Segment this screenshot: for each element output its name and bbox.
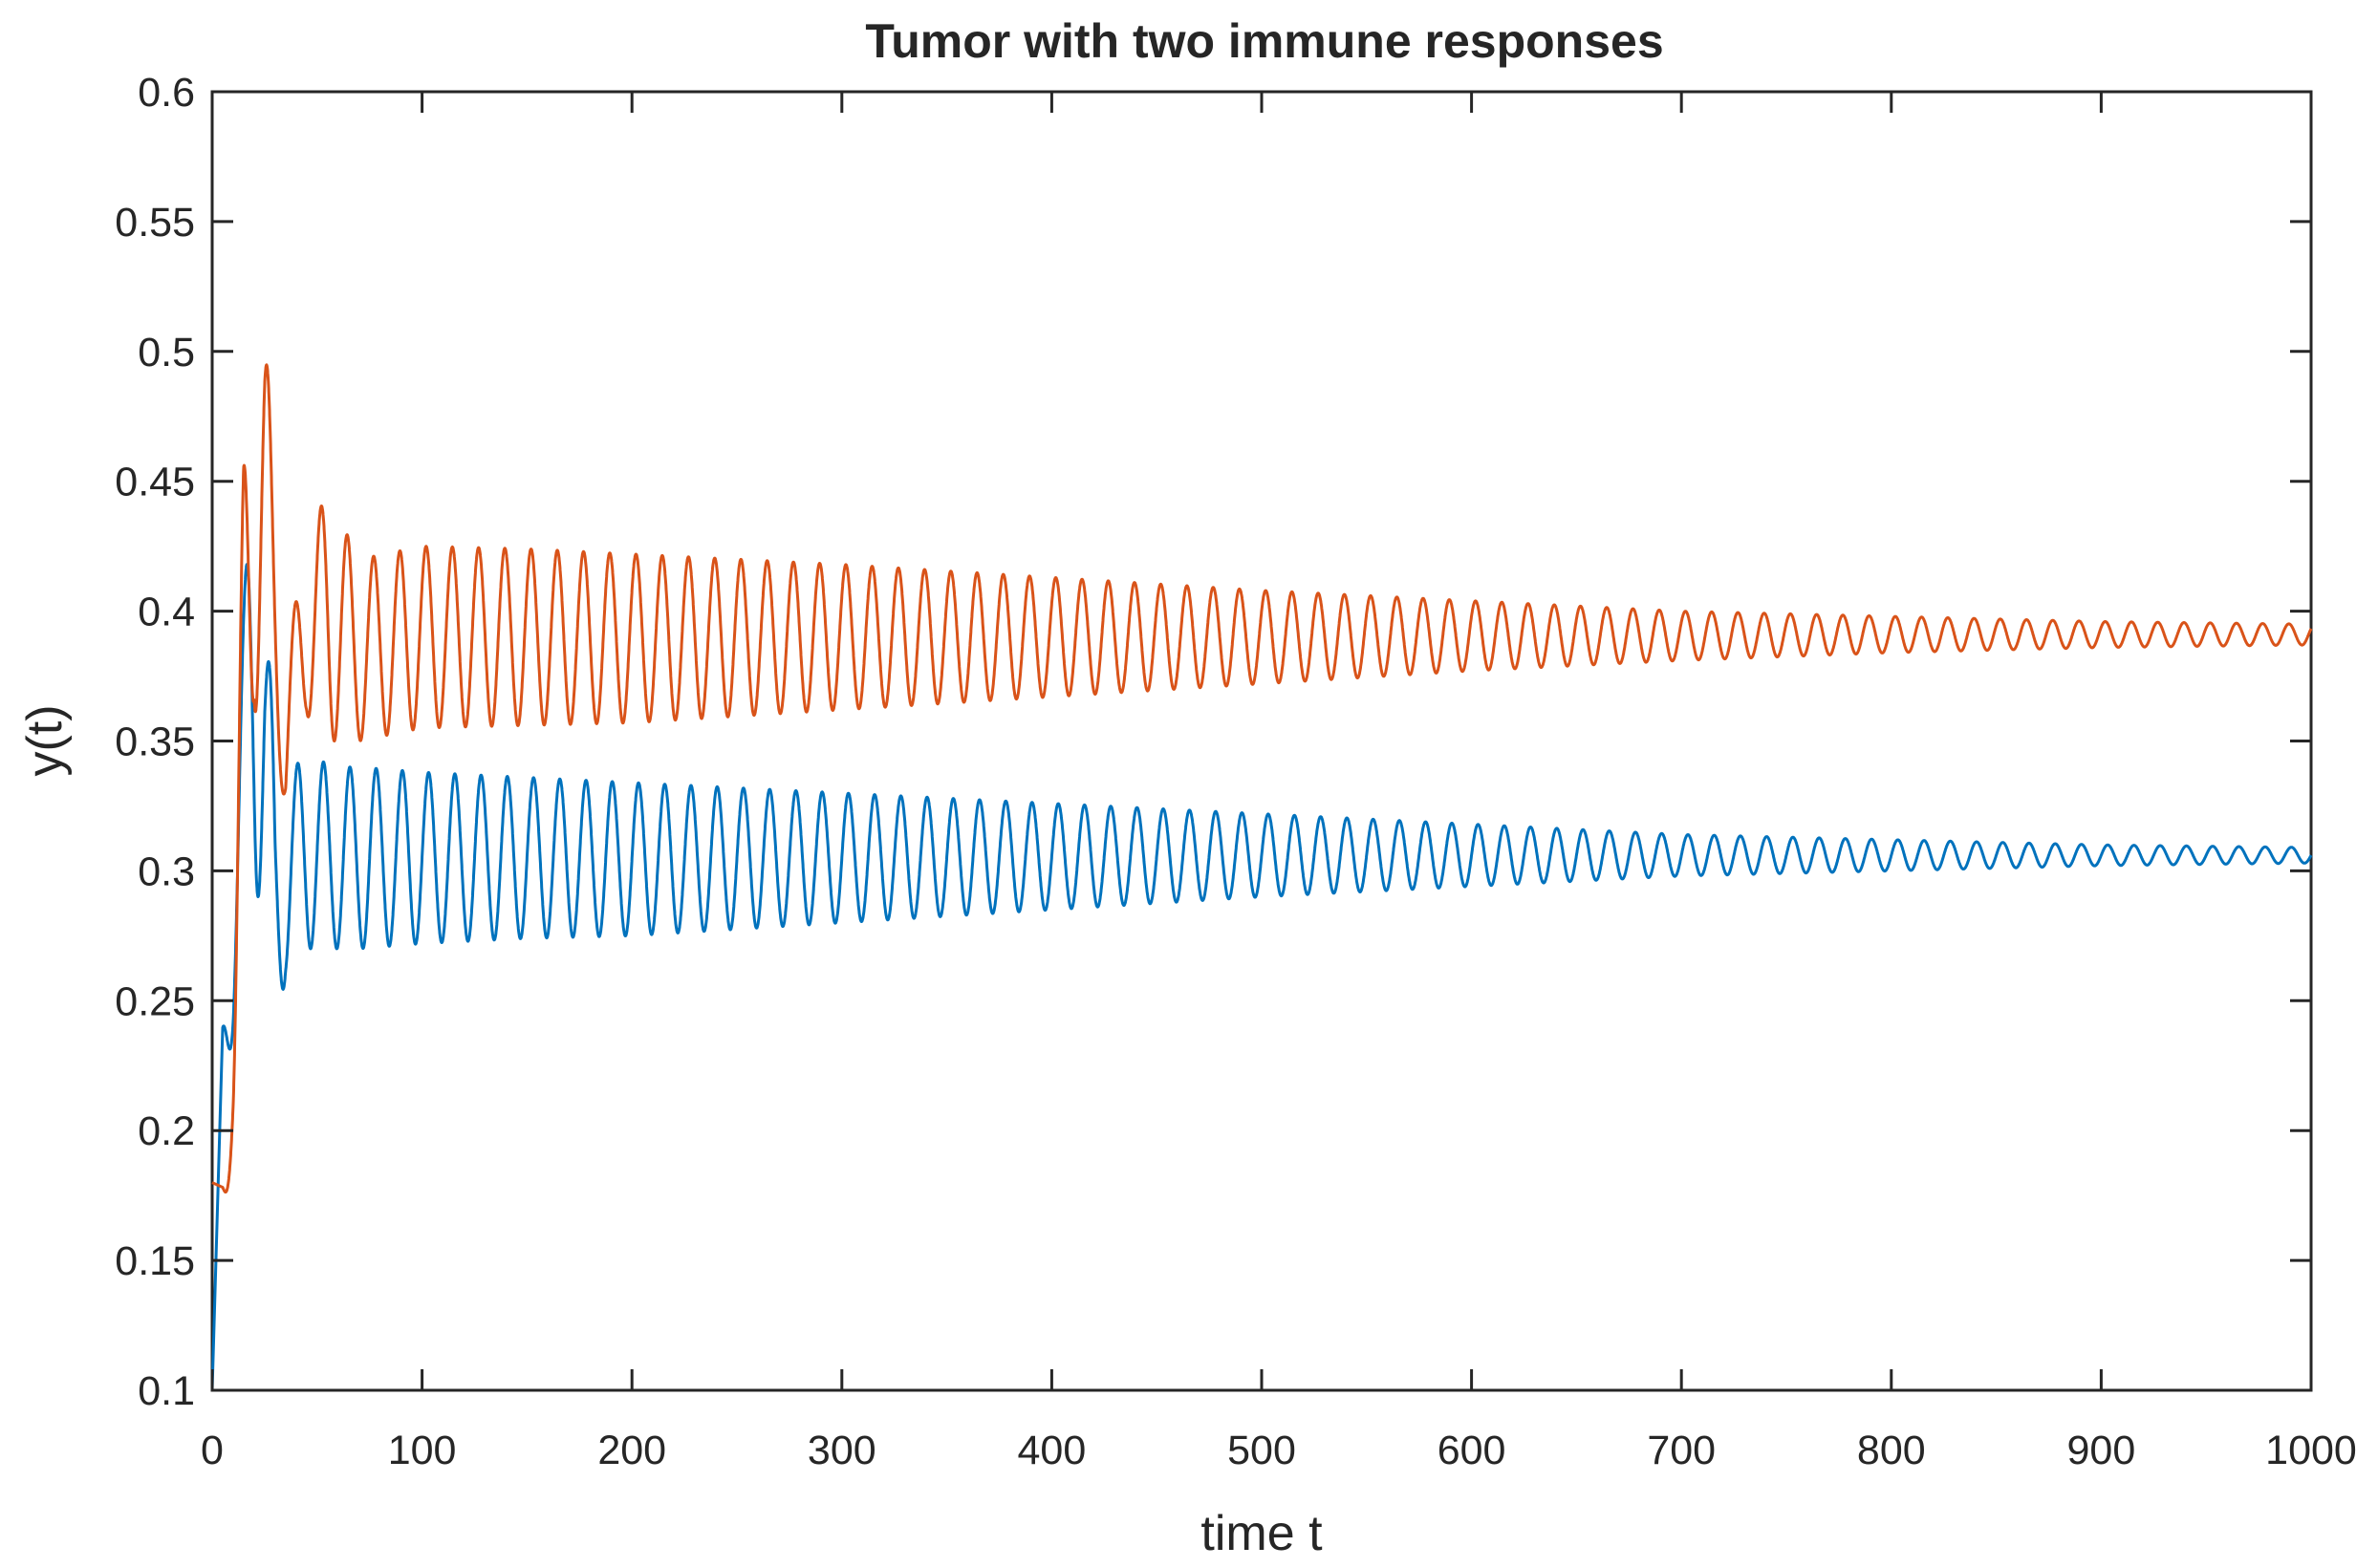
x-tick-label: 600 (1438, 1428, 1506, 1473)
y-tick-label: 0.25 (115, 978, 195, 1024)
x-tick-label: 100 (388, 1428, 457, 1473)
x-tick-label: 500 (1227, 1428, 1296, 1473)
x-tick-label: 700 (1647, 1428, 1716, 1473)
y-tick-label: 0.2 (138, 1108, 195, 1154)
x-tick-label: 900 (2067, 1428, 2136, 1473)
y-axis-label: y(t) (17, 704, 73, 776)
plot-area: 0 100 200 300 400 500 600 700 800 900 1000 0.1 0.15 0… (115, 70, 2357, 1473)
y-tick-label: 0.55 (115, 200, 195, 246)
x-tick-label: 0 (201, 1428, 224, 1473)
series-layer (210, 363, 2313, 1391)
y-tick-label: 0.5 (138, 330, 195, 376)
axes-box (210, 90, 2313, 1392)
x-tick-label: 200 (597, 1428, 666, 1473)
tick-layer: 0 100 200 300 400 500 600 700 800 900 1000 0.1 0.15 0… (115, 70, 2357, 1473)
x-tick-label: 300 (808, 1428, 876, 1473)
y-tick-label: 0.6 (138, 70, 195, 116)
y-tick-label: 0.3 (138, 848, 195, 894)
x-tick-label: 800 (1857, 1428, 1926, 1473)
x-tick-label: 1000 (2265, 1428, 2357, 1473)
chart-title: Tumor with two immune responses (865, 14, 1663, 68)
y-tick-label: 0.35 (115, 720, 195, 765)
series-line-1 (210, 563, 2313, 1391)
y-tick-label: 0.15 (115, 1238, 195, 1284)
y-tick-label: 0.4 (138, 590, 195, 635)
x-tick-label: 400 (1018, 1428, 1087, 1473)
series-line-2 (211, 363, 2313, 1194)
x-axis-label: time t (1200, 1506, 1323, 1561)
y-tick-label: 0.45 (115, 460, 195, 505)
y-tick-label: 0.1 (138, 1368, 195, 1414)
